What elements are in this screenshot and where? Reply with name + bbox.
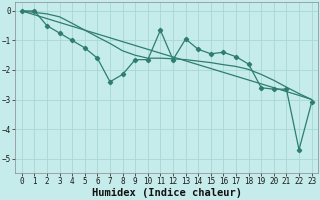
X-axis label: Humidex (Indice chaleur): Humidex (Indice chaleur) [92, 188, 242, 198]
